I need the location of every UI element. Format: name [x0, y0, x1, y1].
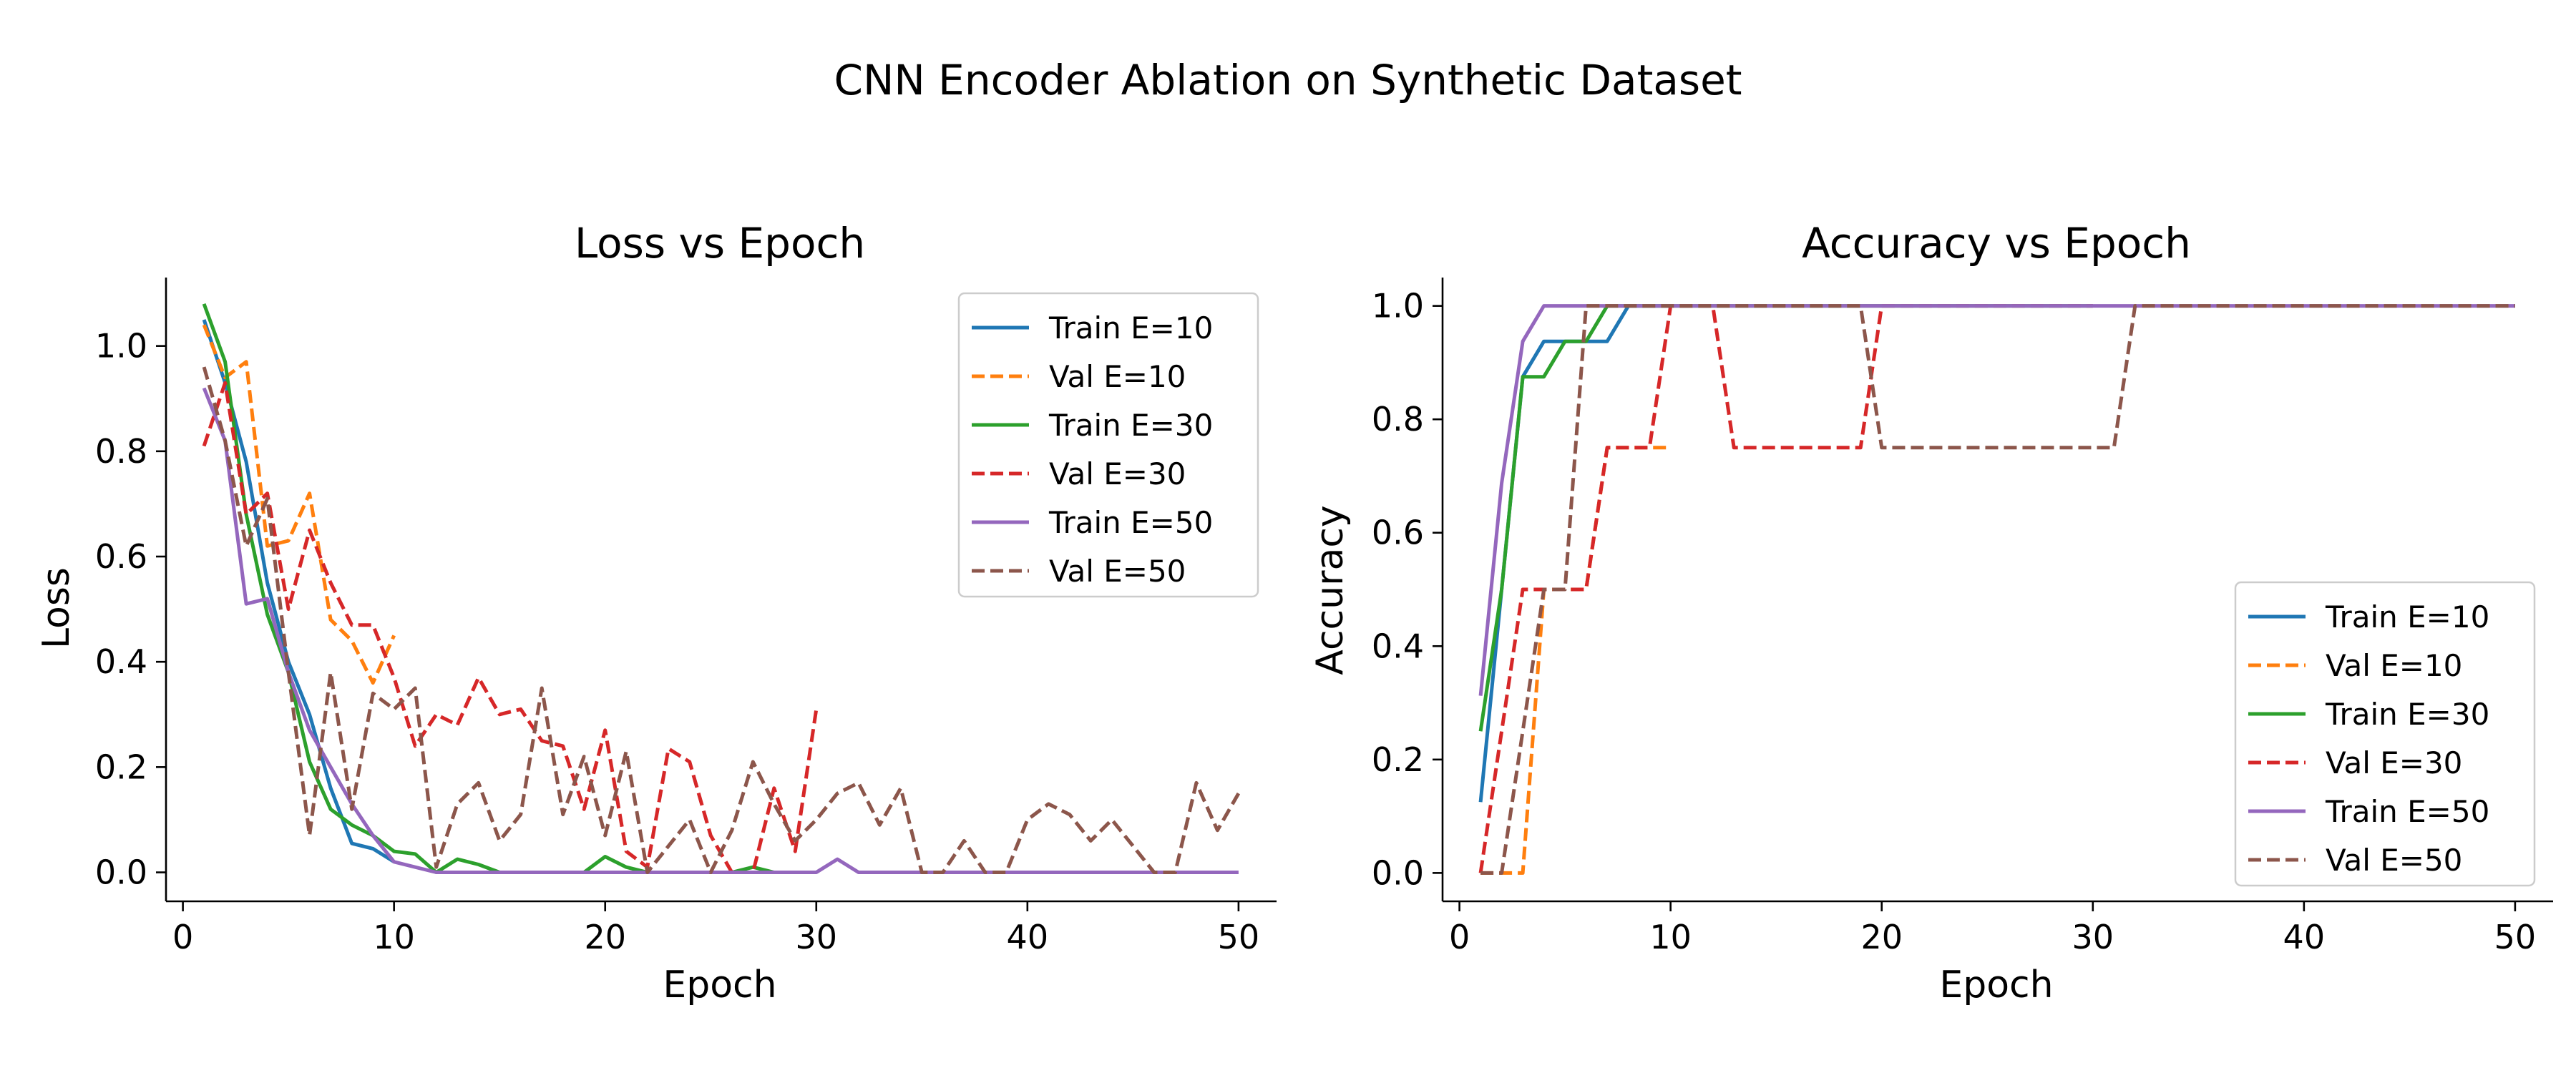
accuracy-series-train-e-10: [1478, 304, 1671, 803]
loss-series-train-e-50: [202, 387, 1239, 874]
loss-x-tick-label: 40: [1007, 918, 1049, 956]
loss-x-tick-label: 20: [584, 918, 626, 956]
loss-series-val-e-10: [202, 324, 396, 685]
loss-x-axis-label: Epoch: [663, 964, 776, 1006]
accuracy-legend-box: [2234, 581, 2536, 887]
loss-series-val-e-30: [202, 381, 819, 874]
accuracy-legend-label: Train E=10: [2325, 599, 2489, 635]
loss-legend-box: [957, 292, 1259, 598]
loss-y-tick-label: 0.0: [95, 853, 147, 892]
accuracy-series-val-e-50: [1480, 304, 2515, 875]
accuracy-x-tick-label: 50: [2494, 918, 2537, 956]
loss-legend: Train E=10 Val E=10 Train E=30 Val E=30 Trai…: [957, 292, 1259, 598]
accuracy-y-tick-label: 0.6: [1372, 514, 1424, 552]
loss-x-tick-label: 10: [373, 918, 415, 956]
accuracy-panel: Accuracy vs Epoch Epoch Accuracy 0 10 20 30…: [1309, 219, 2553, 1006]
accuracy-x-tick-label: 0: [1449, 918, 1470, 956]
accuracy-x-tick-label: 30: [2072, 918, 2114, 956]
figure-title: CNN Encoder Ablation on Synthetic Datase…: [834, 56, 1742, 104]
accuracy-panel-title: Accuracy vs Epoch: [1802, 219, 2191, 268]
accuracy-y-tick-label: 0.4: [1372, 627, 1424, 665]
loss-y-tick-label: 0.4: [95, 642, 147, 681]
loss-y-axis-label: Loss: [35, 567, 78, 649]
accuracy-legend-label: Train E=30: [2325, 697, 2489, 732]
accuracy-x-tick-label: 10: [1649, 918, 1692, 956]
loss-y-tick-label: 1.0: [95, 327, 147, 366]
loss-legend-label: Train E=30: [1048, 408, 1213, 443]
accuracy-x-tick-label: 40: [2283, 918, 2326, 956]
accuracy-y-tick-label: 0.0: [1372, 853, 1424, 892]
loss-y-tick-label: 0.8: [95, 432, 147, 471]
accuracy-series-train-e-30: [1478, 304, 2093, 732]
loss-x-tick-label: 50: [1218, 918, 1260, 956]
accuracy-y-tick-label: 0.8: [1372, 400, 1424, 438]
loss-series-val-e-50: [202, 366, 1241, 874]
accuracy-legend-label: Train E=50: [2325, 794, 2489, 829]
accuracy-legend-label: Val E=30: [2326, 745, 2462, 780]
loss-x-tick-label: 0: [172, 918, 193, 956]
loss-legend-label: Val E=30: [1049, 456, 1186, 491]
accuracy-series-val-e-30: [1478, 304, 2093, 873]
loss-panel-title: Loss vs Epoch: [575, 219, 865, 268]
accuracy-legend-label: Val E=50: [2326, 843, 2462, 878]
loss-legend-label: Val E=10: [1049, 359, 1186, 394]
loss-x-tick-label: 30: [796, 918, 838, 956]
accuracy-legend: Train E=10 Val E=10 Train E=30 Val E=30 Trai…: [2234, 581, 2536, 887]
loss-y-tick-label: 0.2: [95, 748, 147, 786]
accuracy-y-axis-label: Accuracy: [1309, 505, 1352, 675]
accuracy-y-tick-label: 1.0: [1372, 287, 1424, 325]
loss-series-train-e-30: [202, 303, 816, 874]
accuracy-legend-label: Val E=10: [2326, 648, 2462, 683]
loss-legend-label: Train E=50: [1048, 505, 1213, 540]
loss-legend-label: Train E=10: [1048, 310, 1213, 346]
loss-series-train-e-10: [202, 319, 396, 863]
accuracy-x-axis-label: Epoch: [1939, 964, 2053, 1006]
accuracy-y-tick-label: 0.2: [1372, 740, 1424, 779]
accuracy-x-tick-label: 20: [1860, 918, 1903, 956]
loss-y-tick-label: 0.6: [95, 537, 147, 576]
loss-panel: Loss vs Epoch Epoch Loss 0 10 20 30 40 50 0.0 0…: [35, 219, 1277, 1006]
loss-legend-label: Val E=50: [1049, 554, 1186, 589]
